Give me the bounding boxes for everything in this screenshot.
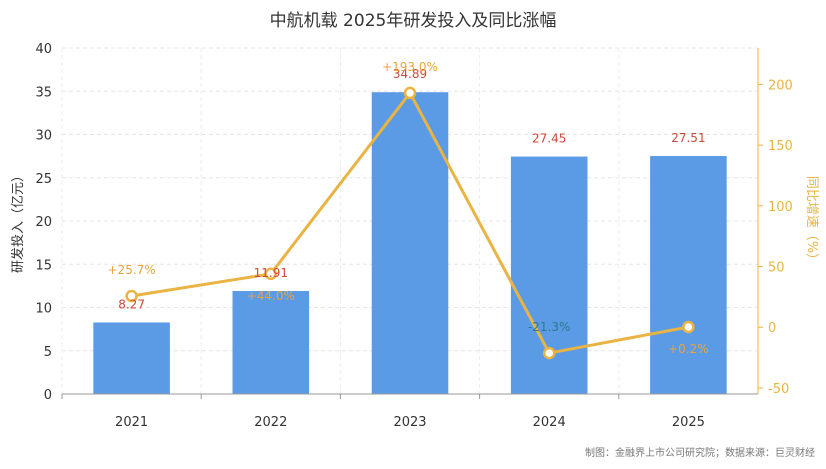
growth-point	[264, 267, 278, 281]
growth-line-series	[125, 86, 695, 360]
y-tick-label: 0	[44, 388, 52, 403]
growth-point	[542, 346, 556, 360]
y-tick-label: 10	[35, 302, 52, 317]
bar	[232, 290, 310, 394]
y-tick-label: 40	[35, 42, 52, 57]
growth-value-label: -21.3%	[528, 320, 570, 334]
growth-point	[403, 86, 417, 100]
y-axis-label: 研发投入（亿元）	[10, 169, 26, 273]
y-tick-label: 20	[35, 215, 52, 230]
y2-tick-label: 100	[768, 200, 793, 215]
x-tick-label: 2023	[393, 415, 426, 430]
bar-series	[93, 92, 727, 394]
y2-axis-label: 同比增速（%）	[804, 176, 819, 266]
y-tick-label: 15	[35, 258, 52, 273]
y2-tick-label: 50	[768, 261, 785, 276]
x-tick-label: 2025	[672, 415, 705, 430]
y2-tick-label: 0	[768, 321, 776, 336]
y2-tick-label: 150	[768, 139, 793, 154]
growth-value-label: +44.0%	[247, 289, 295, 303]
y-tick-label: 30	[35, 129, 52, 144]
bar	[93, 322, 170, 394]
growth-value-label: +25.7%	[108, 263, 156, 277]
bar-value-label: 27.45	[532, 132, 566, 146]
bar-value-label: 34.89	[393, 67, 427, 81]
y-tick-label: 35	[35, 85, 52, 100]
source-note: 制图：金融界上市公司研究院；数据来源：巨灵财经	[585, 446, 815, 459]
bar	[650, 156, 727, 394]
data-labels: 8.27 11.91 34.89 27.45 27.51 +25.7% +44.0% +193…	[108, 60, 709, 356]
bar-value-label: 27.51	[671, 131, 705, 145]
y2-tick-label: -50	[768, 382, 789, 397]
bar	[371, 92, 449, 394]
bar-value-label: 8.27	[118, 297, 145, 311]
growth-value-label: +193.0%	[382, 60, 438, 74]
chart-title: 中航机载 2025年研发投入及同比涨幅	[270, 11, 557, 31]
x-tick-label: 2022	[254, 415, 287, 430]
growth-point	[682, 320, 695, 334]
y-tick-label: 5	[44, 345, 52, 360]
x-tick-label: 2024	[533, 415, 566, 430]
grid	[61, 47, 759, 395]
x-tick-label: 2021	[115, 415, 148, 430]
y2-tick-label: 200	[768, 78, 793, 93]
bar-value-label: 11.91	[254, 266, 288, 280]
y-tick-label: 25	[35, 172, 52, 187]
growth-point	[125, 289, 138, 303]
growth-value-label: +0.2%	[668, 342, 709, 356]
